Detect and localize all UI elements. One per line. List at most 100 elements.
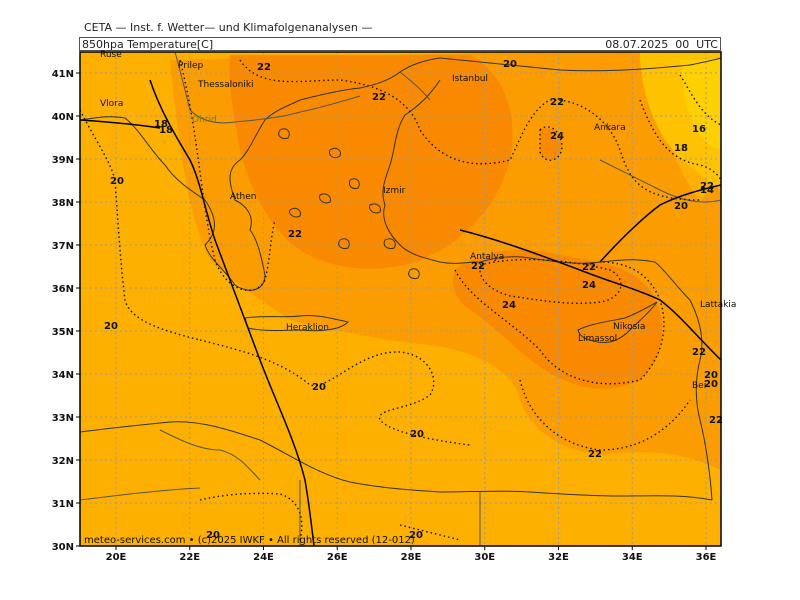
latitude-label: 40N	[52, 112, 74, 123]
isotherm-label: 24	[582, 280, 596, 291]
header-organization: CETA — Inst. f. Wetter— und Klimafolgena…	[84, 21, 373, 34]
isotherm-label: 22	[588, 449, 602, 460]
place-label: Athen	[230, 192, 256, 202]
isotherm-label: 20	[704, 370, 718, 381]
isotherm-label: 22	[372, 92, 386, 103]
isotherm-label: 20	[206, 530, 220, 541]
isotherm-label: 20	[410, 429, 424, 440]
latitude-label: 38N	[52, 198, 74, 209]
latitude-label: 31N	[52, 499, 74, 510]
isotherm-16	[679, 74, 721, 126]
isotherm-label: 18	[159, 125, 173, 136]
isotherms	[80, 59, 721, 541]
isotherm-20-central	[199, 339, 471, 446]
cyprus	[577, 301, 658, 343]
aegean-islands	[278, 128, 420, 279]
place-label: Ohrid	[192, 115, 217, 125]
border-africa	[80, 479, 481, 546]
isotherm-20-south	[399, 524, 461, 541]
fir-line-west	[149, 79, 315, 546]
isotherm-24-ankara	[539, 126, 563, 161]
fir-line-east	[459, 229, 721, 361]
isotherm-label: 20	[674, 201, 688, 212]
place-label: Lattakia	[700, 300, 736, 310]
latitude-label: 35N	[52, 327, 74, 338]
map-frame	[79, 51, 722, 547]
latitude-label: 34N	[52, 370, 74, 381]
border-turkey-greece	[399, 71, 431, 101]
latitude-label: 33N	[52, 413, 74, 424]
latitude-label: 30N	[52, 542, 74, 553]
isotherm-label: 18	[154, 119, 168, 130]
isotherm-label: 22	[257, 62, 271, 73]
latitude-axis: 41N 40N 39N 38N 37N 36N 35N 34N 33N 32N 31N 30N	[52, 69, 80, 553]
header-datetime: 08.07.2025 00 UTC	[605, 38, 718, 51]
fill-24-cyprus	[453, 250, 663, 389]
fill-20-south	[80, 120, 721, 546]
isotherm-18	[639, 99, 721, 181]
fir-line-north	[80, 119, 161, 129]
isotherm-label: 18	[674, 143, 688, 154]
isotherm-label: 22	[582, 262, 596, 273]
coast-blacksea	[439, 57, 721, 72]
isotherm-label: 14	[700, 185, 714, 196]
longitude-label: 20E	[106, 552, 127, 563]
crete	[244, 315, 349, 332]
place-label: Thessaloniki	[197, 80, 254, 90]
border-turkey-syria	[599, 159, 721, 203]
latitude-label: 37N	[52, 241, 74, 252]
country-borders	[80, 52, 721, 546]
place-label: Ankara	[594, 123, 626, 133]
longitude-label: 36E	[696, 552, 717, 563]
footer-copyright: meteo-services.com • (c)2025 IWKF • All …	[84, 535, 415, 546]
isotherm-20-africa	[199, 492, 303, 541]
isotherm-label: 24	[550, 131, 564, 142]
header-box	[79, 37, 721, 51]
coast-levant	[654, 261, 713, 501]
isotherm-22-greece	[179, 59, 276, 291]
isotherm-label: 20	[312, 382, 326, 393]
longitude-label: 24E	[253, 552, 274, 563]
isotherm-label: 20	[704, 379, 718, 390]
latitude-label: 41N	[52, 69, 74, 80]
border-greece-north	[174, 52, 361, 124]
header-parameter: 850hpa Temperature[C]	[82, 38, 214, 51]
coast-africa	[80, 421, 713, 501]
isotherm-label: 22	[288, 229, 302, 240]
place-label: Vlora	[100, 99, 123, 109]
isotherm-label: 22	[700, 181, 714, 192]
fill-24-ankara	[540, 128, 562, 161]
place-label: Prilep	[178, 61, 204, 71]
isotherm-label-group: 22 22 22 20 22 24 16 18 14 20 18 18 20 2…	[104, 59, 723, 541]
isotherm-22-south	[519, 379, 691, 451]
place-label: Istanbul	[452, 74, 488, 84]
place-label: Heraklion	[286, 323, 329, 333]
isotherm-label: 20	[409, 530, 423, 541]
place-label: Izmir	[383, 186, 406, 196]
latitude-label: 39N	[52, 155, 74, 166]
place-label: Bei	[692, 381, 706, 391]
isotherm-label: 24	[502, 300, 516, 311]
place-label-group: Thessaloniki Istanbul Ankara Izmir Athen…	[100, 50, 736, 391]
longitude-label: 32E	[548, 552, 569, 563]
isotherm-label: 22	[550, 97, 564, 108]
place-label: Ruse	[100, 50, 122, 60]
coast-balkans	[80, 57, 441, 291]
longitude-label: 26E	[327, 552, 348, 563]
isotherm-label: 20	[104, 321, 118, 332]
fir-lines	[80, 79, 721, 546]
isotherm-label: 22	[471, 261, 485, 272]
longitude-label: 28E	[401, 552, 422, 563]
longitude-label: 22E	[179, 552, 200, 563]
fill-16	[680, 60, 721, 150]
latitude-label: 36N	[52, 284, 74, 295]
longitude-label: 34E	[622, 552, 643, 563]
isotherm-label: 20	[110, 176, 124, 187]
longitude-label: 30E	[474, 552, 495, 563]
place-label: Limassol	[578, 334, 617, 344]
longitude-axis: 20E 22E 24E 26E 28E 30E 32E 34E 36E	[106, 546, 717, 563]
fill-20-tongue	[250, 330, 440, 440]
place-label: Nikosia	[613, 322, 645, 332]
isotherm-20-west	[80, 109, 201, 341]
